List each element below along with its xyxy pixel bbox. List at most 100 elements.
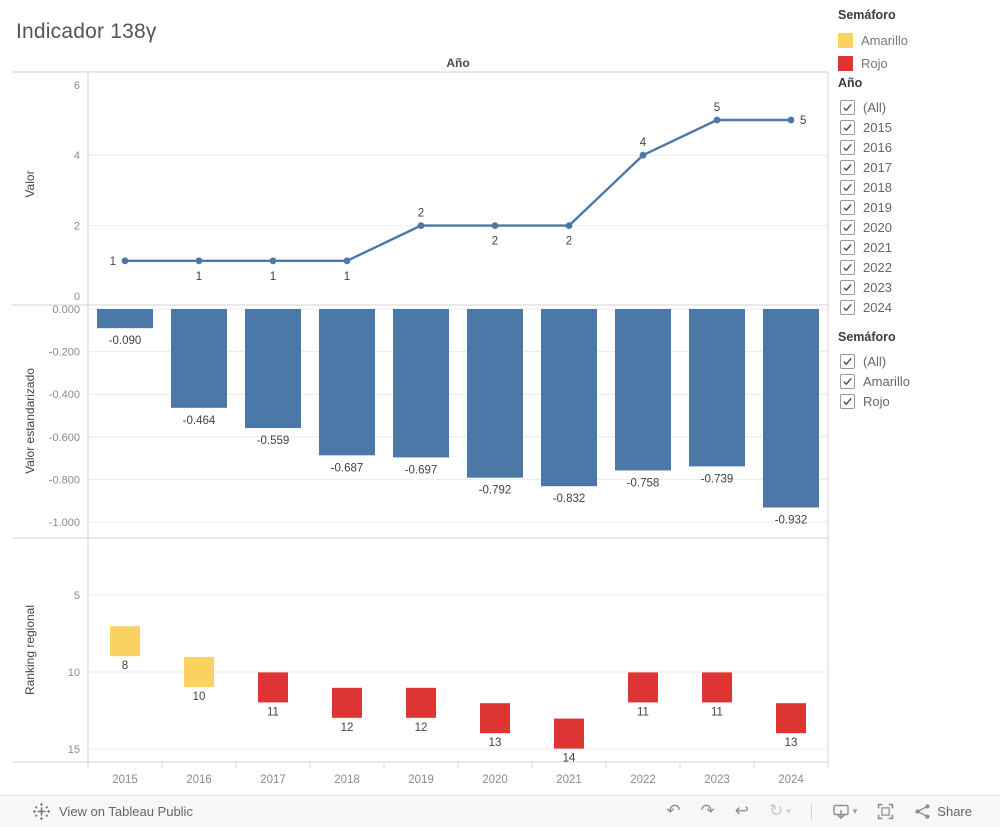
line-point-label: 1 [344, 271, 350, 283]
filter-ano-option[interactable]: 2019 [838, 197, 892, 217]
line-point-label: 5 [714, 102, 720, 114]
fullscreen-button[interactable] [867, 799, 904, 825]
x-tick-label: 2017 [260, 774, 286, 786]
checkbox-icon[interactable] [840, 373, 855, 389]
line-point[interactable] [787, 116, 795, 124]
checkbox-icon[interactable] [840, 393, 855, 409]
bar-mark[interactable] [615, 309, 671, 471]
square-mark[interactable] [776, 703, 806, 734]
line-point[interactable] [121, 257, 129, 265]
checkbox-icon[interactable] [840, 259, 855, 275]
x-tick-label: 2023 [704, 774, 730, 786]
line-point[interactable] [491, 222, 499, 230]
filter-semaforo-title: Semáforo [838, 330, 896, 344]
checkbox-label: Rojo [863, 393, 890, 409]
checkbox-icon[interactable] [840, 139, 855, 155]
checkbox-icon[interactable] [840, 279, 855, 295]
bar-label: -0.832 [553, 493, 586, 505]
line-point-label: 2 [566, 236, 572, 248]
line-point[interactable] [713, 116, 721, 124]
legend-item-label: Rojo [861, 56, 888, 71]
filter-ano-option[interactable]: 2016 [838, 137, 892, 157]
undo-button[interactable]: ↶ [656, 799, 690, 825]
filter-ano-option[interactable]: 2024 [838, 297, 892, 317]
bar-mark[interactable] [393, 309, 449, 458]
checkbox-icon[interactable] [840, 199, 855, 215]
checkbox-icon[interactable] [840, 239, 855, 255]
square-label: 12 [415, 722, 428, 734]
line-point-label: 1 [110, 256, 116, 268]
filter-semaforo-option[interactable]: Amarillo [838, 371, 910, 391]
filter-ano-option[interactable]: 2018 [838, 177, 892, 197]
bar-mark[interactable] [689, 309, 745, 467]
checkbox-icon[interactable] [840, 219, 855, 235]
filter-semaforo-option[interactable]: (All) [838, 351, 910, 371]
filter-ano-option[interactable]: 2015 [838, 117, 892, 137]
square-mark[interactable] [554, 718, 584, 749]
filter-semaforo-option[interactable]: Rojo [838, 391, 910, 411]
filter-ano-option[interactable]: 2023 [838, 277, 892, 297]
filter-ano-title: Año [838, 76, 863, 90]
bar-mark[interactable] [763, 309, 819, 508]
square-mark[interactable] [628, 672, 658, 703]
checkbox-icon[interactable] [840, 119, 855, 135]
bar-mark[interactable] [245, 309, 301, 429]
square-mark[interactable] [406, 687, 436, 718]
line-point[interactable] [639, 151, 647, 159]
y-tick-label: 15 [68, 744, 80, 756]
line-point[interactable] [565, 222, 573, 230]
checkbox-icon[interactable] [840, 299, 855, 315]
bar-label: -0.687 [331, 462, 364, 474]
filter-ano-option[interactable]: 2021 [838, 237, 892, 257]
checkbox-label: 2023 [863, 279, 892, 295]
filter-ano-option[interactable]: 2022 [838, 257, 892, 277]
revert-button[interactable]: ↩ [725, 799, 759, 825]
bar-mark[interactable] [97, 309, 153, 329]
y-tick-label: -0.200 [49, 347, 80, 359]
square-mark[interactable] [702, 672, 732, 703]
filter-ano-option[interactable]: 2017 [838, 157, 892, 177]
checkbox-icon[interactable] [840, 99, 855, 115]
legend-item-rojo[interactable]: Rojo [838, 52, 908, 75]
bar-label: -0.464 [183, 415, 216, 427]
line-series[interactable] [125, 118, 791, 262]
line-point[interactable] [269, 257, 277, 265]
tableau-logo-icon [33, 803, 50, 820]
filter-ano: Año (All) 2015 2016 2017 2018 2019 2020 2021 202… [838, 76, 892, 317]
square-mark[interactable] [258, 672, 288, 703]
line-point[interactable] [343, 257, 351, 265]
refresh-icon: ↻ [768, 801, 784, 821]
download-button[interactable]: ▾ [822, 799, 868, 825]
bar-label: -0.090 [109, 335, 142, 347]
legend-item-amarillo[interactable]: Amarillo [838, 29, 908, 52]
square-label: 8 [122, 660, 128, 672]
square-label: 11 [711, 706, 723, 718]
square-mark[interactable] [480, 703, 510, 734]
bar-mark[interactable] [541, 309, 597, 487]
x-tick-label: 2022 [630, 774, 656, 786]
line-point[interactable] [195, 257, 203, 265]
x-tick-label: 2020 [482, 774, 508, 786]
filter-ano-option[interactable]: (All) [838, 97, 892, 117]
bar-mark[interactable] [319, 309, 375, 456]
checkbox-label: 2024 [863, 299, 892, 315]
bar-mark[interactable] [171, 309, 227, 408]
checkbox-icon[interactable] [840, 353, 855, 369]
y-tick-label: -0.800 [49, 474, 80, 486]
redo-button[interactable]: ↷ [690, 799, 724, 825]
square-mark[interactable] [332, 687, 362, 718]
view-on-tableau-public-link[interactable]: View on Tableau Public [32, 802, 193, 821]
refresh-button[interactable]: ↻ ▾ [759, 799, 801, 825]
line-point[interactable] [417, 222, 425, 230]
x-tick-label: 2018 [334, 774, 360, 786]
square-mark[interactable] [184, 657, 214, 687]
share-button[interactable]: Share [904, 799, 982, 825]
checkbox-icon[interactable] [840, 159, 855, 175]
bar-mark[interactable] [467, 309, 523, 478]
y-tick-label: 10 [68, 667, 80, 679]
x-tick-label: 2024 [778, 774, 804, 786]
square-mark[interactable] [110, 626, 140, 657]
filter-ano-option[interactable]: 2020 [838, 217, 892, 237]
y-tick-label: 0 [74, 291, 80, 303]
checkbox-icon[interactable] [840, 179, 855, 195]
